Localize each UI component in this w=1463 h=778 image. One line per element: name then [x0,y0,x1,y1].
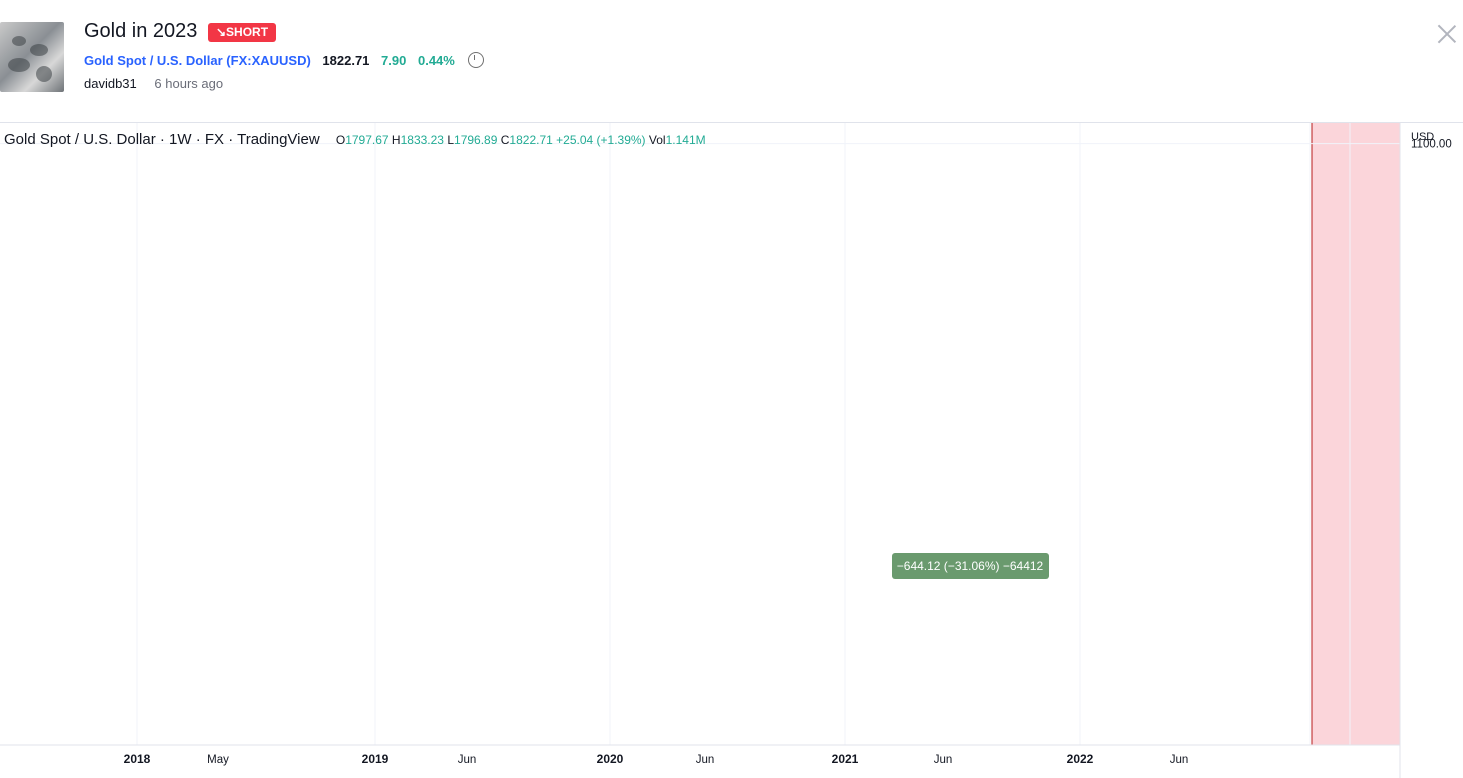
y-tick-label: 1100.00 [1411,139,1452,151]
x-tick-label: 2021 [832,752,859,766]
close-label: C [500,133,510,147]
symbol-exchange-link[interactable]: (FX:XAUUSD) [226,53,311,68]
x-tick-label: May [207,754,229,766]
published-time: 6 hours ago [154,76,224,91]
symbol-name-link[interactable]: Gold Spot / U.S. Dollar [84,53,223,68]
volume-label: Vol [648,133,666,147]
high-label: H [391,133,401,147]
x-tick-label: Jun [934,754,953,766]
high-value: 1833.23 [400,133,444,147]
measure-label: −644.12 (−31.06%) −64412 [897,559,1044,573]
forecast-zone [1312,123,1400,745]
x-tick-label: 2020 [597,752,624,766]
author-avatar[interactable] [0,22,64,92]
ohlc-values: O1797.67 H1833.23 L1796.89 C1822.71 +25.… [336,133,706,147]
legend-title: Gold Spot / U.S. Dollar · 1W · FX · Trad… [4,131,320,148]
short-badge: ↘SHORT [208,23,277,42]
measure-label-box [892,553,1049,579]
author-line: davidb31 6 hours ago [84,76,223,91]
idea-title: Gold in 2023 [84,20,198,42]
x-tick-label: Jun [1170,754,1189,766]
symbol-line: Gold Spot / U.S. Dollar (FX:XAUUSD) 1822… [84,52,485,68]
alarm-clock-icon[interactable] [468,52,485,68]
last-price: 1822.71 [322,53,370,68]
x-tick-label: 2018 [124,752,151,766]
low-value: 1796.89 [454,133,498,147]
header-divider [0,122,1463,123]
currency-label: USD [1411,131,1434,143]
idea-header: Gold in 2023 ↘SHORT Gold Spot / U.S. Dol… [0,0,1463,122]
author-name[interactable]: davidb31 [84,76,137,91]
low-label: L [447,133,455,147]
price-change: 7.90 [381,53,407,68]
open-value: 1797.67 [345,133,389,147]
price-change-pct: 0.44% [417,53,455,68]
open-label: O [335,133,346,147]
x-tick-label: 2019 [362,752,389,766]
volume-value: 1.141M [665,133,706,147]
x-tick-label: Jun [458,754,477,766]
close-value: 1822.71 [509,133,553,147]
x-tick-label: 2022 [1067,752,1094,766]
chart-legend: Gold Spot / U.S. Dollar · 1W · FX · Trad… [4,131,706,148]
x-tick-label: Jun [696,754,715,766]
symbol-exchange-text: (FX:XAUUSD) [226,53,311,68]
change-value: +25.04 (+1.39%) [556,133,646,147]
price-chart[interactable]: 1(1991.12)0.8(1921.93)0.65(1870.04)0.5(1… [0,123,1463,778]
close-icon[interactable] [1437,24,1457,44]
